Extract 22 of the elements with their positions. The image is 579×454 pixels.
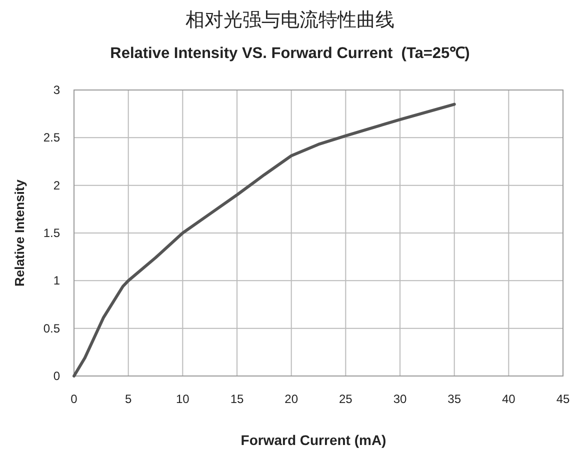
y-tick-label: 0.5	[43, 321, 60, 336]
x-tick-label: 45	[556, 392, 570, 406]
x-tick-label: 30	[393, 392, 407, 406]
x-tick-label: 10	[176, 392, 190, 406]
y-axis-title: Relative Intensity	[12, 178, 27, 286]
x-tick-label: 15	[230, 392, 244, 406]
y-tick-label: 1	[53, 274, 60, 288]
y-tick-label: 2.5	[43, 130, 60, 145]
x-tick-label: 5	[124, 392, 132, 406]
x-axis-title: Forward Current (mA)	[240, 432, 386, 448]
x-tick-label: 20	[284, 392, 298, 406]
chart-subtitle: Relative Intensity VS. Forward Current (Ta=25℃)	[110, 45, 470, 62]
y-tick-label: 3	[53, 83, 60, 97]
x-tick-label: 40	[502, 392, 516, 406]
x-tick-label: 25	[338, 392, 353, 406]
chart-title: 相对光强与电流特性曲线	[186, 9, 394, 31]
x-tick-label: 0	[70, 392, 78, 406]
y-tick-label: 0	[53, 369, 60, 383]
y-tick-label: 1.5	[43, 226, 60, 240]
x-tick-label: 35	[448, 392, 462, 406]
y-tick-label: 2	[53, 178, 60, 192]
line-series	[72, 102, 456, 378]
